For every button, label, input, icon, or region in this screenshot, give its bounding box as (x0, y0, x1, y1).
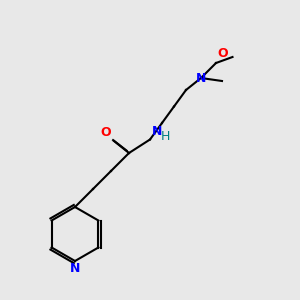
Text: H: H (160, 130, 170, 142)
Text: O: O (100, 127, 111, 140)
Text: N: N (152, 125, 162, 138)
Text: N: N (196, 71, 206, 85)
Text: O: O (218, 47, 228, 60)
Text: N: N (70, 262, 80, 275)
